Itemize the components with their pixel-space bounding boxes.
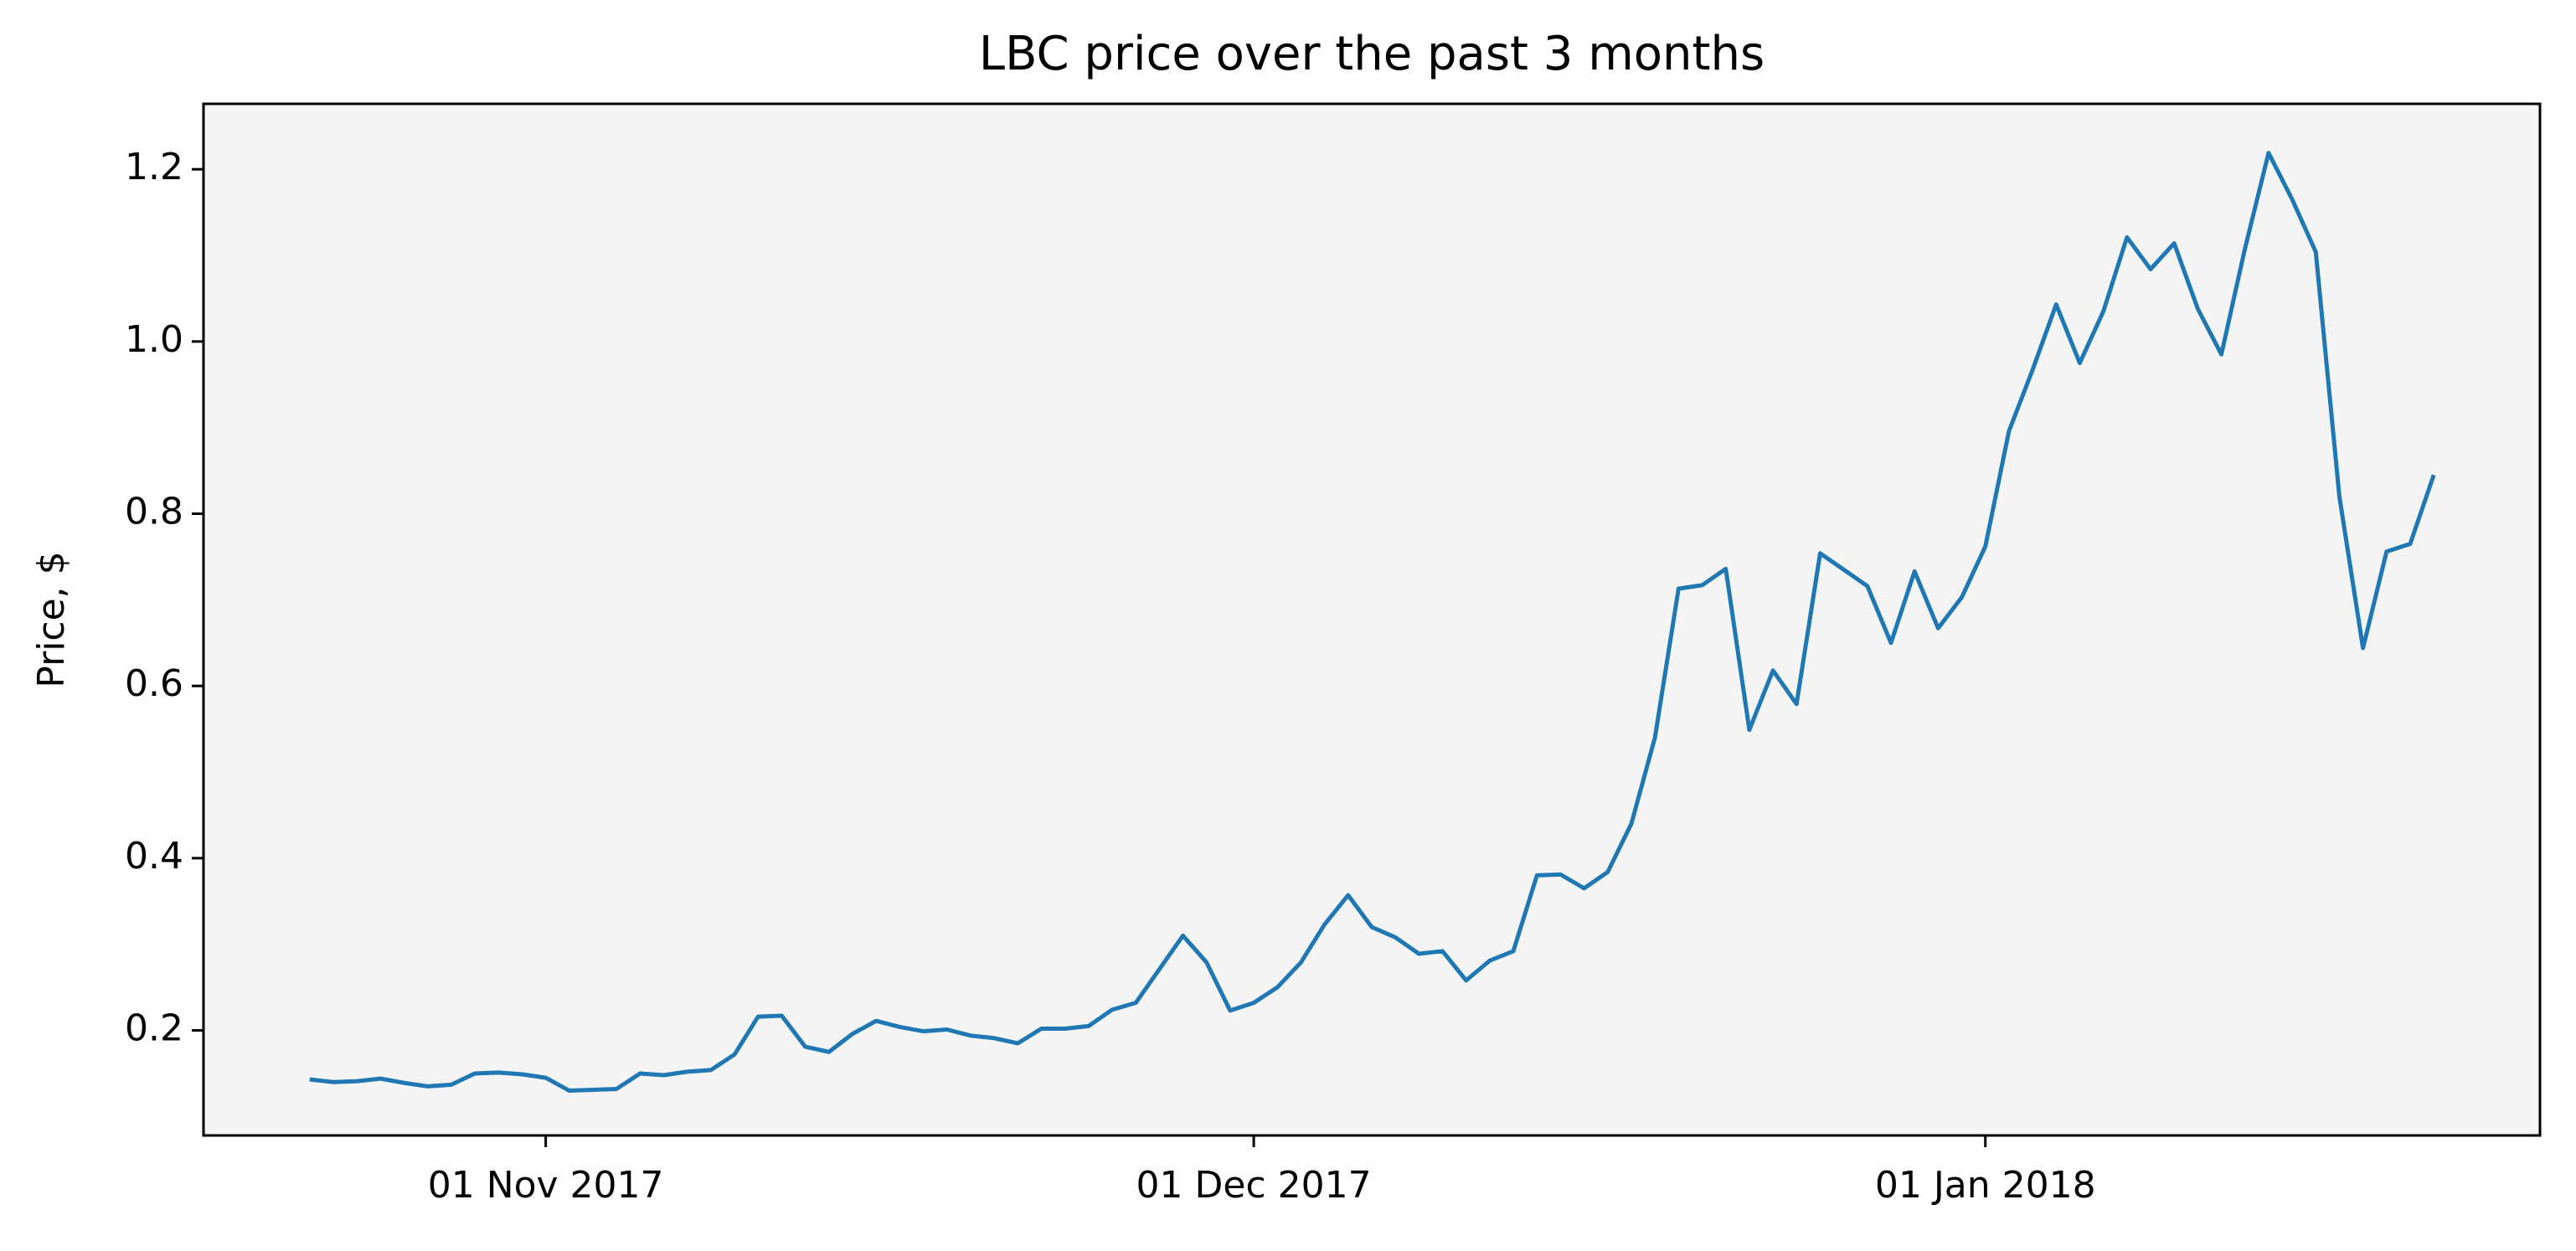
x-tick-label: 01 Nov 2017: [428, 1164, 664, 1207]
plot-frame: [202, 102, 2542, 1137]
chart-title: LBC price over the past 3 months: [979, 27, 1765, 81]
y-tick-label: 0.8: [125, 491, 183, 533]
y-tick-label: 1.2: [125, 146, 183, 188]
y-tick-label: 0.6: [125, 662, 183, 705]
y-tick-label: 0.4: [125, 835, 183, 878]
x-tick-label: 01 Dec 2017: [1136, 1164, 1372, 1207]
y-tick-label: 1.0: [125, 318, 183, 361]
price-line: [309, 151, 2436, 1094]
y-axis-label: Price, $: [30, 551, 73, 687]
x-tick-label: 01 Jan 2018: [1875, 1164, 2096, 1207]
y-tick-label: 0.2: [125, 1007, 183, 1050]
plot-background: [204, 104, 2540, 1135]
